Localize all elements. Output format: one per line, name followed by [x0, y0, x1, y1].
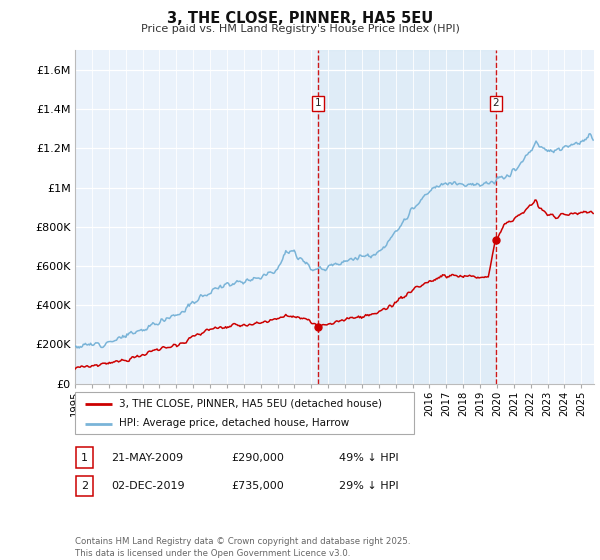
Text: 3, THE CLOSE, PINNER, HA5 5EU (detached house): 3, THE CLOSE, PINNER, HA5 5EU (detached … [119, 399, 382, 409]
Text: 2: 2 [81, 481, 88, 491]
Text: 02-DEC-2019: 02-DEC-2019 [111, 481, 185, 491]
Text: 21-MAY-2009: 21-MAY-2009 [111, 452, 183, 463]
Text: 29% ↓ HPI: 29% ↓ HPI [339, 481, 398, 491]
Text: Contains HM Land Registry data © Crown copyright and database right 2025.
This d: Contains HM Land Registry data © Crown c… [75, 537, 410, 558]
Text: 3, THE CLOSE, PINNER, HA5 5EU: 3, THE CLOSE, PINNER, HA5 5EU [167, 11, 433, 26]
Text: Price paid vs. HM Land Registry's House Price Index (HPI): Price paid vs. HM Land Registry's House … [140, 24, 460, 34]
Text: 1: 1 [314, 99, 321, 108]
Text: £735,000: £735,000 [231, 481, 284, 491]
Text: 49% ↓ HPI: 49% ↓ HPI [339, 452, 398, 463]
Text: 2: 2 [492, 99, 499, 108]
Text: HPI: Average price, detached house, Harrow: HPI: Average price, detached house, Harr… [119, 418, 349, 428]
Text: £290,000: £290,000 [231, 452, 284, 463]
Text: 1: 1 [81, 452, 88, 463]
Bar [318, 50, 496, 384]
